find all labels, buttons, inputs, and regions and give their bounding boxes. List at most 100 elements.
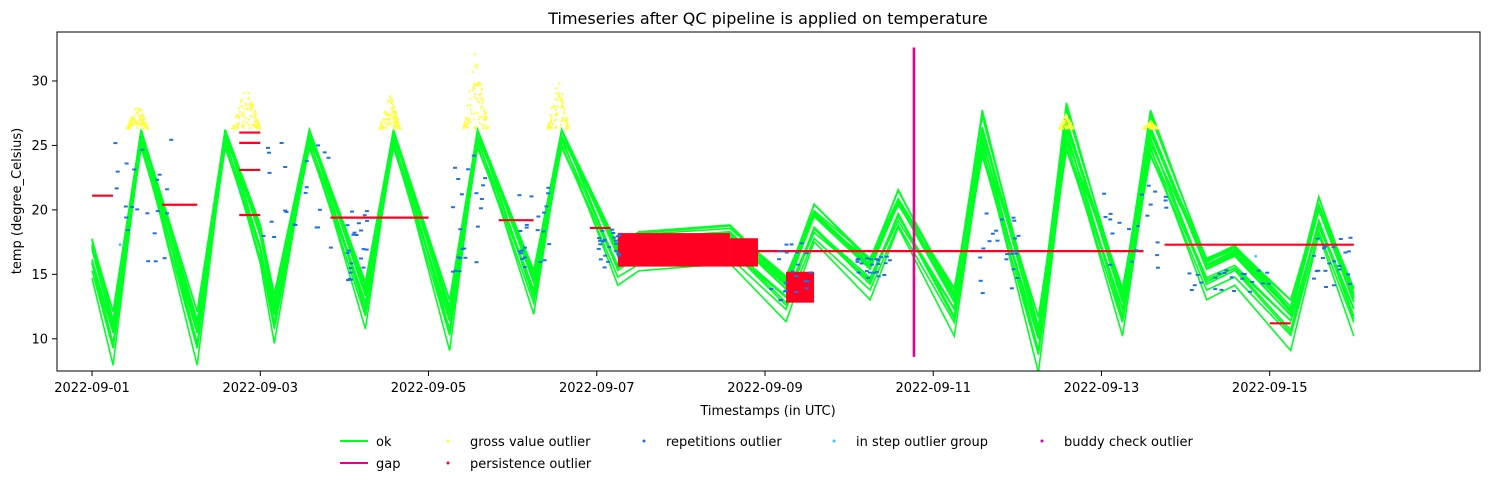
gross-value-outlier-point xyxy=(242,115,245,118)
gross-value-outlier-point xyxy=(126,127,129,130)
gross-value-outlier-point xyxy=(142,119,145,122)
gross-value-outlier-point xyxy=(132,123,135,126)
gross-value-outlier-point xyxy=(562,112,566,115)
gross-value-outlier-point xyxy=(465,125,468,128)
gross-value-outlier-point xyxy=(565,125,568,128)
gross-value-outlier-point xyxy=(141,127,144,130)
gross-value-outlier-point xyxy=(137,114,140,117)
gross-value-outlier-point xyxy=(566,127,569,130)
persistence-outlier-block xyxy=(617,233,730,267)
gross-value-outlier-point xyxy=(127,124,130,127)
gross-value-outlier-point xyxy=(475,66,478,69)
gross-value-outlier-point xyxy=(234,116,237,119)
gross-value-outlier-point xyxy=(380,121,383,124)
gross-value-outlier-point xyxy=(236,127,239,130)
gross-value-outlier-point xyxy=(556,113,559,116)
x-tick-label: 2022-09-01 xyxy=(54,381,130,396)
gross-value-outlier-point xyxy=(130,121,134,125)
gross-value-outlier-point xyxy=(464,120,467,123)
y-tick-label: 10 xyxy=(31,332,48,347)
gross-value-outlier-point xyxy=(144,121,147,124)
legend-label: ok xyxy=(376,435,392,450)
gross-value-outlier-point xyxy=(241,124,244,128)
legend-swatch xyxy=(642,439,646,443)
gross-value-outlier-point xyxy=(469,121,472,124)
gross-value-outlier-point xyxy=(566,122,569,126)
persistence-outlier-block xyxy=(729,238,758,267)
gross-value-outlier-point xyxy=(394,113,397,116)
gross-value-outlier-point xyxy=(564,120,568,124)
gross-value-outlier-point xyxy=(397,122,400,125)
gross-value-outlier-point xyxy=(473,87,476,90)
gross-value-outlier-point xyxy=(548,122,551,125)
gross-value-outlier-point xyxy=(379,126,382,129)
gross-value-outlier-point xyxy=(138,119,141,122)
gross-value-outlier-point xyxy=(391,103,394,106)
gross-value-outlier-point xyxy=(235,123,238,126)
gross-value-outlier-point xyxy=(392,124,395,127)
gross-value-outlier-point xyxy=(384,126,387,130)
gross-value-outlier-point xyxy=(565,116,568,119)
legend-swatch xyxy=(446,461,450,465)
gross-value-outlier-point xyxy=(554,113,557,116)
gross-value-outlier-point xyxy=(1072,127,1075,130)
legend-label: gap xyxy=(376,457,400,472)
gross-value-outlier-point xyxy=(473,112,476,115)
gross-value-outlier-point xyxy=(386,123,389,126)
gross-value-outlier-point xyxy=(248,104,251,107)
gross-value-outlier-point xyxy=(484,124,487,127)
gross-value-outlier-point xyxy=(484,111,487,115)
gross-value-outlier-point xyxy=(1149,121,1152,124)
gross-value-outlier-point xyxy=(556,98,559,101)
gross-value-outlier-point xyxy=(130,123,133,127)
x-tick-label: 2022-09-11 xyxy=(895,381,971,396)
gross-value-outlier-point xyxy=(469,104,472,107)
gross-value-outlier-point xyxy=(468,90,471,93)
gross-value-outlier-point xyxy=(391,116,395,119)
gross-value-outlier-point xyxy=(466,104,469,107)
gross-value-outlier-point xyxy=(1150,125,1153,128)
gross-value-outlier-point xyxy=(130,118,133,122)
gross-value-outlier-point xyxy=(1066,118,1069,121)
gross-value-outlier-point xyxy=(139,118,143,122)
gross-value-outlier-point xyxy=(471,70,474,74)
gross-value-outlier-point xyxy=(551,122,554,126)
gross-value-outlier-point xyxy=(240,105,243,108)
gross-value-outlier-point xyxy=(1152,123,1155,126)
gross-value-outlier-point xyxy=(383,118,386,121)
gross-value-outlier-point xyxy=(133,114,136,117)
gross-value-outlier-point xyxy=(248,91,251,95)
gross-value-outlier-point xyxy=(391,107,394,110)
gross-value-outlier-point xyxy=(253,123,257,126)
gross-value-outlier-point xyxy=(482,127,486,130)
gross-value-outlier-point xyxy=(552,105,555,108)
gross-value-outlier-point xyxy=(383,110,386,114)
gross-value-outlier-point xyxy=(250,101,253,104)
gross-value-outlier-point xyxy=(386,113,389,116)
gross-value-outlier-point xyxy=(238,122,241,125)
gross-value-outlier-point xyxy=(388,118,392,121)
persistence-outlier-block xyxy=(786,271,815,303)
gross-value-outlier-point xyxy=(393,117,396,120)
gross-value-outlier-point xyxy=(257,122,260,125)
gross-value-outlier-point xyxy=(387,121,390,124)
gross-value-outlier-point xyxy=(141,122,145,125)
gross-value-outlier-point xyxy=(480,87,483,91)
gross-value-outlier-point xyxy=(474,83,477,86)
gross-value-outlier-point xyxy=(555,87,558,90)
in-step-outlier-point xyxy=(118,243,122,247)
in-step-outlier-point xyxy=(237,187,241,191)
gross-value-outlier-point xyxy=(562,102,565,105)
gross-value-outlier-point xyxy=(390,97,393,100)
gross-value-outlier-point xyxy=(388,95,391,98)
gross-value-outlier-point xyxy=(486,127,490,130)
gross-value-outlier-point xyxy=(1147,123,1150,126)
gross-value-outlier-point xyxy=(391,99,394,102)
plot-frame xyxy=(56,31,1481,372)
gross-value-outlier-point xyxy=(389,101,392,104)
x-tick-label: 2022-09-09 xyxy=(727,381,803,396)
gross-value-outlier-point xyxy=(550,126,554,129)
gross-value-outlier-point xyxy=(145,123,148,127)
gross-value-outlier-point xyxy=(478,115,481,118)
gross-value-outlier-point xyxy=(399,127,402,130)
